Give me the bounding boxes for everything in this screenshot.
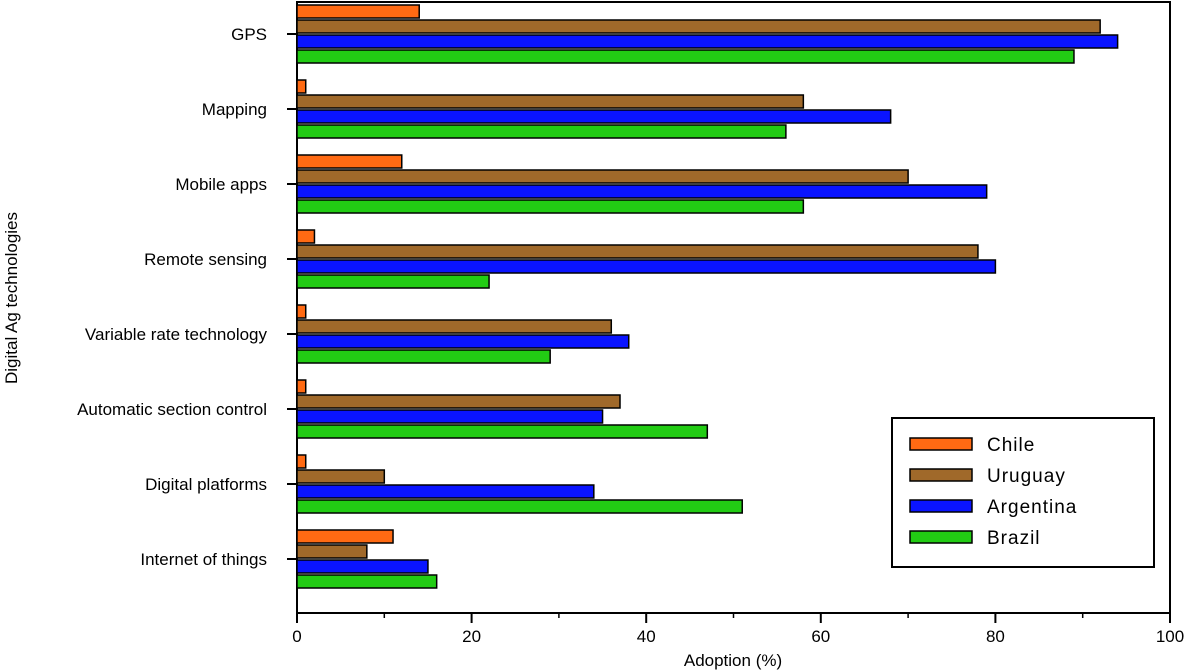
- legend-swatch-brazil: [909, 530, 973, 544]
- bar-argentina-2: [296, 184, 988, 199]
- bar-uruguay-6: [296, 469, 386, 484]
- legend-swatch-argentina: [909, 499, 973, 513]
- bar-chile-3: [296, 229, 316, 244]
- bar-brazil-0: [296, 49, 1075, 64]
- bar-argentina-4: [296, 334, 630, 349]
- legend-swatch-chile: [909, 437, 973, 451]
- bar-argentina-5: [296, 409, 604, 424]
- bar-brazil-4: [296, 349, 551, 364]
- bar-brazil-1: [296, 124, 787, 139]
- legend-label-uruguay: Uruguay: [987, 466, 1066, 487]
- x-axis-ticks: 0 20 40 60 80 100: [292, 613, 1184, 646]
- y-tick-label: Mobile apps: [175, 175, 267, 194]
- bars-layer: [296, 4, 1119, 589]
- bar-uruguay-7: [296, 544, 368, 559]
- y-tick-label: Digital platforms: [145, 475, 267, 494]
- x-tick-label: 100: [1156, 627, 1184, 646]
- bar-chile-7: [296, 529, 394, 544]
- y-tick-label: GPS: [231, 25, 267, 44]
- bar-chile-6: [296, 454, 307, 469]
- legend-swatch-uruguay: [909, 468, 973, 482]
- bar-uruguay-1: [296, 94, 805, 109]
- bar-brazil-2: [296, 199, 805, 214]
- y-axis-ticks: GPS Mapping Mobile apps Remote sensing Varia…: [77, 25, 297, 569]
- y-tick-label: Remote sensing: [144, 250, 267, 269]
- bar-chile-4: [296, 304, 307, 319]
- bar-chile-2: [296, 154, 403, 169]
- legend-label-argentina: Argentina: [987, 497, 1077, 518]
- legend: Chile Uruguay Argentina Brazil: [891, 417, 1155, 568]
- bar-chile-0: [296, 4, 420, 19]
- y-tick-label: Internet of things: [140, 550, 267, 569]
- bar-argentina-0: [296, 34, 1119, 49]
- bar-chile-5: [296, 379, 307, 394]
- bar-uruguay-3: [296, 244, 979, 259]
- bar-brazil-6: [296, 499, 743, 514]
- bar-uruguay-0: [296, 19, 1101, 34]
- bar-uruguay-5: [296, 394, 621, 409]
- bar-uruguay-4: [296, 319, 613, 334]
- bar-argentina-1: [296, 109, 892, 124]
- y-tick-label: Variable rate technology: [85, 325, 268, 344]
- legend-label-brazil: Brazil: [987, 528, 1041, 549]
- y-tick-label: Mapping: [202, 100, 267, 119]
- bar-chile-1: [296, 79, 307, 94]
- y-tick-label: Automatic section control: [77, 400, 267, 419]
- bar-brazil-3: [296, 274, 490, 289]
- bar-brazil-7: [296, 574, 438, 589]
- bar-brazil-5: [296, 424, 709, 439]
- legend-label-chile: Chile: [987, 435, 1035, 456]
- x-tick-label: 40: [637, 627, 656, 646]
- bar-argentina-6: [296, 484, 595, 499]
- x-tick-label: 20: [462, 627, 481, 646]
- x-tick-label: 0: [292, 627, 301, 646]
- bar-argentina-7: [296, 559, 429, 574]
- bar-uruguay-2: [296, 169, 909, 184]
- y-axis-title: Digital Ag technologies: [2, 212, 21, 384]
- x-tick-label: 80: [986, 627, 1005, 646]
- x-tick-label: 60: [811, 627, 830, 646]
- bar-argentina-3: [296, 259, 997, 274]
- x-axis-title: Adoption (%): [684, 651, 782, 670]
